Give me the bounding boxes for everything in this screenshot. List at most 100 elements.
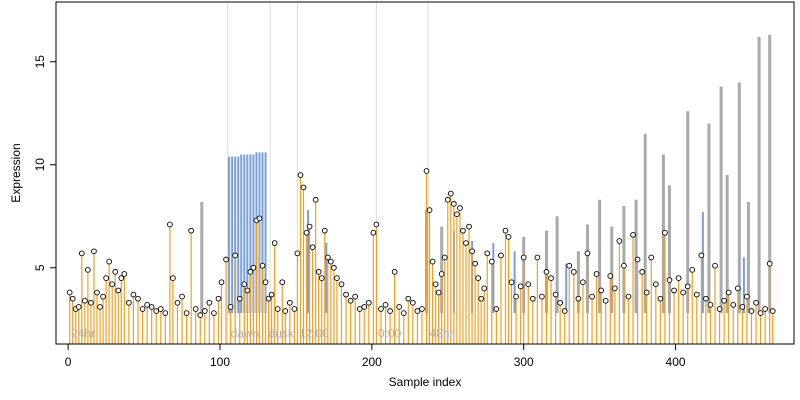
annotation-label: 0:00 — [378, 327, 402, 341]
data-point — [126, 299, 132, 306]
data-point — [97, 304, 103, 310]
data-point — [529, 295, 536, 302]
data-point — [297, 172, 304, 178]
data-point — [639, 269, 645, 275]
data-point — [662, 229, 668, 236]
data-point — [598, 287, 604, 294]
data-point — [179, 293, 185, 300]
data-point — [75, 304, 82, 310]
data-point — [698, 252, 705, 259]
data-point — [652, 281, 659, 288]
data-point — [657, 295, 664, 302]
data-point — [630, 231, 636, 238]
data-point — [352, 293, 358, 300]
data-point — [484, 250, 491, 257]
data-point — [183, 310, 190, 316]
data-point — [274, 306, 281, 312]
data-point — [703, 295, 709, 302]
data-point — [498, 252, 504, 259]
data-point — [426, 207, 433, 213]
data-point — [575, 295, 582, 302]
data-point — [648, 254, 655, 261]
x-axis-label: Sample index — [389, 375, 462, 389]
data-point — [478, 295, 485, 302]
data-point — [135, 295, 141, 302]
data-point — [602, 297, 609, 304]
x-tick-label: 0 — [65, 355, 72, 369]
data-point — [621, 262, 627, 269]
data-point — [387, 308, 393, 314]
data-point — [505, 234, 512, 240]
annotation-label: 12:00 — [299, 327, 329, 341]
x-tick-label: 200 — [362, 355, 382, 369]
data-point — [589, 293, 595, 300]
y-axis: 5 10 15 — [33, 55, 57, 271]
data-point — [118, 275, 125, 281]
data-point — [227, 304, 234, 310]
data-point — [271, 240, 278, 246]
data-point — [139, 306, 146, 312]
data-point — [391, 269, 398, 275]
data-point — [566, 262, 573, 269]
data-point — [223, 256, 229, 263]
data-point — [236, 295, 243, 302]
data-point — [170, 275, 176, 281]
data-point — [684, 283, 691, 290]
data-point — [643, 289, 650, 296]
data-point — [593, 271, 600, 277]
data-point — [100, 293, 106, 300]
data-point — [300, 184, 307, 191]
data-point — [739, 304, 746, 310]
data-point — [721, 297, 727, 304]
data-point — [423, 168, 430, 174]
data-point — [282, 308, 289, 314]
data-point — [318, 275, 325, 281]
data-point — [306, 223, 313, 230]
data-point — [157, 306, 164, 312]
y-axis-label: Expression — [9, 143, 23, 202]
data-point — [303, 229, 310, 236]
data-point — [66, 289, 73, 296]
data-point — [347, 297, 354, 304]
data-point — [396, 304, 403, 310]
x-axis: 0 100 200 300 400 — [65, 343, 686, 369]
data-point — [762, 306, 768, 312]
data-points — [66, 168, 776, 319]
data-point — [561, 308, 568, 314]
data-point — [279, 279, 286, 286]
data-point — [144, 302, 150, 308]
data-point — [451, 201, 457, 207]
data-point — [321, 227, 328, 234]
data-point — [580, 279, 586, 286]
x-tick-label: 100 — [210, 355, 230, 369]
data-point — [419, 306, 425, 312]
data-point — [324, 254, 331, 261]
data-point — [513, 293, 519, 300]
data-point — [121, 271, 128, 277]
annotations: 24hr dawn dusk 12:00 0:00 48hr — [71, 327, 453, 341]
data-point — [287, 299, 293, 306]
data-point — [548, 275, 554, 281]
data-point — [361, 304, 368, 310]
data-point — [109, 281, 116, 288]
data-point — [370, 229, 377, 236]
data-point — [493, 306, 500, 312]
data-point — [666, 277, 673, 283]
data-point — [106, 258, 112, 265]
data-point — [689, 266, 696, 273]
x-tick-label: 300 — [514, 355, 534, 369]
data-point — [539, 293, 545, 300]
data-point — [88, 299, 94, 306]
y-tick-label: 15 — [33, 55, 47, 69]
data-point — [215, 295, 222, 302]
data-point — [611, 285, 618, 292]
x-tick-label: 400 — [666, 355, 686, 369]
data-point — [91, 248, 97, 255]
data-point — [432, 281, 439, 288]
data-point — [410, 299, 416, 306]
data-point — [730, 302, 737, 308]
data-point — [707, 302, 714, 308]
data-point — [94, 289, 100, 296]
data-point — [312, 196, 319, 203]
